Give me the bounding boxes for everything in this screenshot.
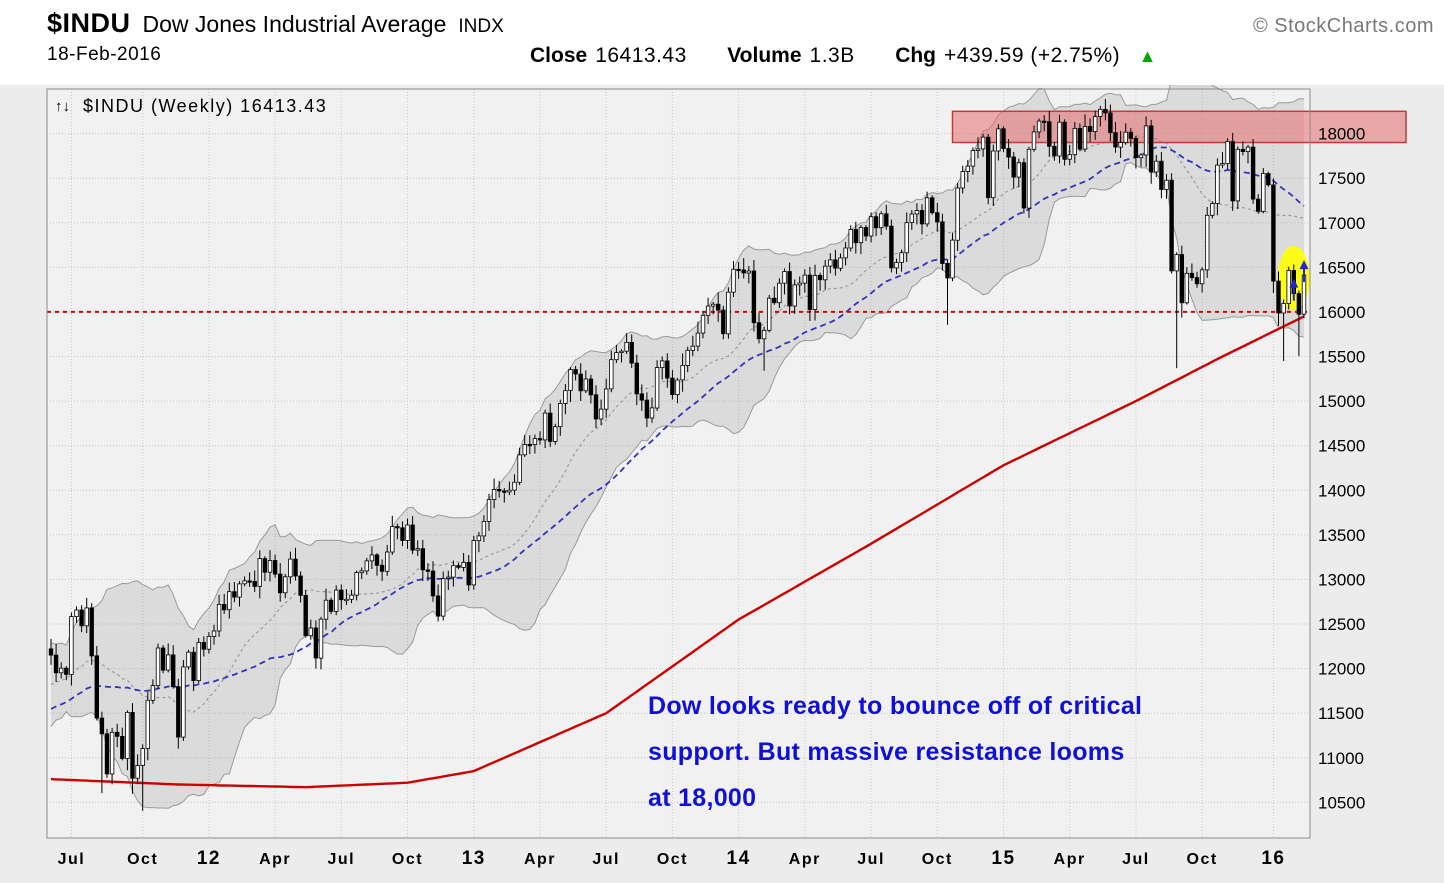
symbol-name: Dow Jones Industrial Average — [142, 11, 447, 37]
resistance-zone — [951, 110, 1407, 144]
svg-text:15: 15 — [991, 848, 1015, 869]
svg-text:16500: 16500 — [1318, 258, 1365, 277]
svg-text:Jul: Jul — [1122, 851, 1150, 868]
stockcharts-watermark: © StockCharts.com — [1252, 15, 1434, 37]
svg-text:16: 16 — [1261, 848, 1285, 869]
close-label: Close — [530, 44, 588, 67]
svg-text:12500: 12500 — [1318, 615, 1365, 634]
svg-text:Jul: Jul — [58, 851, 86, 868]
svg-text:13: 13 — [462, 848, 486, 869]
svg-text:11500: 11500 — [1318, 704, 1364, 723]
svg-text:17500: 17500 — [1318, 169, 1365, 188]
svg-text:14500: 14500 — [1318, 437, 1365, 456]
chart-annotation: Dow looks ready to bounce off of critica… — [648, 683, 1142, 821]
close-value: 16413.43 — [595, 44, 687, 67]
long-ma-line — [50, 315, 1305, 789]
svg-text:14: 14 — [727, 848, 751, 869]
svg-text:Apr: Apr — [1054, 851, 1086, 868]
symbol-label: $INDU — [47, 8, 131, 38]
svg-text:17000: 17000 — [1318, 214, 1365, 233]
chg-value: +439.59 (+2.75%) — [944, 44, 1121, 67]
svg-text:Apr: Apr — [789, 851, 821, 868]
svg-text:15000: 15000 — [1318, 392, 1365, 411]
medium-ma-line — [50, 146, 1305, 710]
annotation-line: Dow looks ready to bounce off of critica… — [648, 692, 1143, 720]
y-axis-labels: 10500 11000 11500 12000 12500 13000 13500 14000… — [1318, 125, 1365, 813]
header: $INDU Dow Jones Industrial Average INDX … — [0, 0, 1444, 85]
svg-text:Oct: Oct — [657, 851, 688, 868]
svg-text:Jul: Jul — [857, 851, 885, 868]
svg-text:Jul: Jul — [327, 851, 355, 868]
quote-summary: Close 16413.43 Volume 1.3B Chg +439.59 (+2.… — [530, 44, 1156, 68]
bollinger-upper-line — [50, 55, 1305, 646]
svg-text:18000: 18000 — [1318, 125, 1365, 144]
svg-text:12000: 12000 — [1318, 660, 1365, 679]
up-arrow-icon — [1289, 278, 1299, 288]
bollinger-band-fill — [51, 56, 1304, 809]
x-axis-labels: Jul Oct 12 Apr Jul Oct 13 Apr Jul Oct 14 Apr Jul Oct 1… — [58, 848, 1285, 869]
chart-date: 18-Feb-2016 — [47, 44, 162, 65]
svg-text:13500: 13500 — [1318, 526, 1365, 545]
title-row: $INDU Dow Jones Industrial Average INDX … — [47, 8, 1434, 39]
updown-arrows-icon[interactable]: ↑↓ — [55, 98, 70, 115]
svg-text:11000: 11000 — [1318, 749, 1364, 768]
svg-text:13000: 13000 — [1318, 570, 1365, 589]
overlay-title: $INDU (Weekly) 16413.43 — [83, 96, 327, 116]
quote-row: 18-Feb-2016 Close 16413.43 Volume 1.3B Chg… — [47, 44, 1434, 72]
svg-text:12: 12 — [197, 848, 221, 869]
volume-label: Volume — [727, 44, 802, 67]
plot-border — [46, 88, 1311, 839]
svg-text:Oct: Oct — [922, 851, 953, 868]
svg-text:Oct: Oct — [392, 851, 423, 868]
price-chart-svg: 10500 11000 11500 12000 12500 13000 13500 14000… — [0, 55, 1444, 883]
candlesticks — [48, 98, 1307, 811]
svg-text:Jul: Jul — [592, 851, 620, 868]
svg-text:15500: 15500 — [1318, 348, 1365, 367]
chart-area: 10500 11000 11500 12000 12500 13000 13500 14000… — [0, 55, 1444, 883]
annotation-line: support. But massive resistance looms — [648, 738, 1125, 766]
chg-label: Chg — [895, 44, 937, 67]
exchange-label: INDX — [458, 16, 504, 37]
svg-text:Apr: Apr — [259, 851, 291, 868]
up-arrow-icon — [1299, 260, 1309, 270]
bollinger-lower-line — [50, 162, 1305, 809]
volume-value: 1.3B — [809, 44, 855, 67]
svg-text:16000: 16000 — [1318, 303, 1365, 322]
chart-overlay-label: ↑↓ $INDU (Weekly) 16413.43 — [55, 96, 327, 116]
svg-text:Apr: Apr — [524, 851, 556, 868]
svg-text:14000: 14000 — [1318, 481, 1365, 500]
svg-text:10500: 10500 — [1318, 793, 1365, 812]
svg-text:Oct: Oct — [127, 851, 158, 868]
up-triangle-icon: ▲ — [1138, 46, 1157, 66]
svg-text:Oct: Oct — [1187, 851, 1218, 868]
annotation-line: at 18,000 — [648, 784, 757, 812]
